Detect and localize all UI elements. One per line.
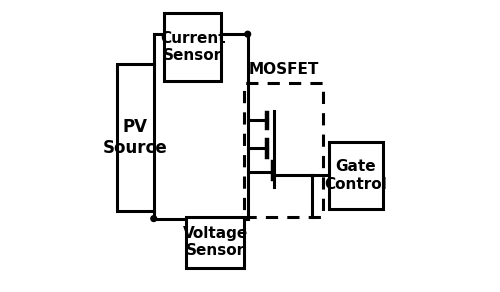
Circle shape [151,216,156,221]
Text: Current
Sensor: Current Sensor [160,31,226,63]
Bar [117,64,154,211]
Text: Voltage
Sensor: Voltage Sensor [182,226,248,258]
Text: Gate
Control: Gate Control [324,159,388,192]
Bar [186,217,244,268]
Circle shape [245,31,250,37]
Bar [244,83,324,217]
Text: PV
Source: PV Source [103,118,168,157]
Text: MOSFET: MOSFET [248,62,319,77]
Bar [329,142,383,209]
Bar [164,13,222,81]
